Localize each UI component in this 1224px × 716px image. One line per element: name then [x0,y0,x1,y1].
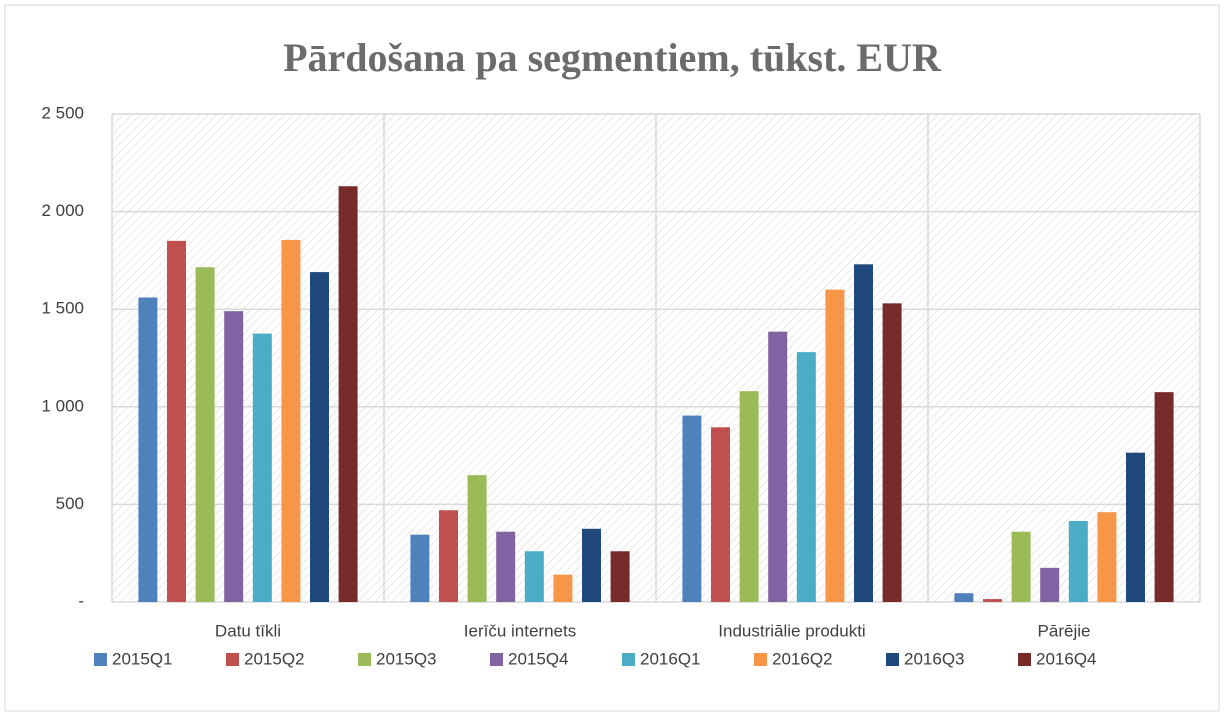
bar [1154,392,1174,602]
y-tick-label: 1 000 [41,396,84,415]
y-tick-label: 500 [56,494,84,513]
bar [825,289,845,602]
legend-label: 2015Q1 [112,649,173,668]
y-tick-label: 1 500 [41,299,84,318]
y-tick-label: - [78,591,84,610]
bar [610,551,630,602]
legend-swatch [754,653,767,666]
legend-swatch [226,653,239,666]
legend-label: 2015Q2 [244,649,305,668]
bar [138,297,158,602]
bar [553,574,573,602]
bar [582,528,601,602]
bar [338,186,358,602]
legend-label: 2015Q3 [376,649,437,668]
bar [1040,567,1060,602]
bar [252,333,272,602]
legend-swatch [358,653,371,666]
x-tick-label: Industriālie produkti [718,621,865,640]
legend-label: 2016Q3 [904,649,965,668]
bar [410,534,430,602]
bar [310,272,329,602]
bar [496,531,516,602]
bar [796,352,816,602]
x-tick-label: Ierīču internets [464,621,576,640]
bar [1126,452,1145,602]
bar [711,427,730,602]
bar [524,551,544,602]
x-tick-label: Datu tīkli [215,621,281,640]
bar [1011,531,1031,602]
bar [439,510,458,602]
legend-swatch [1018,653,1031,666]
legend-label: 2016Q2 [772,649,833,668]
bar [882,303,902,602]
bar [739,391,759,602]
legend-swatch [94,653,107,666]
y-tick-label: 2 500 [41,103,84,122]
bar [854,264,873,602]
bar [195,267,215,602]
chart-title: Pārdošana pa segmentiem, tūkst. EUR [283,35,942,80]
legend-swatch [490,653,503,666]
x-tick-label: Pārējie [1038,621,1091,640]
bar [682,415,702,602]
legend-swatch [622,653,635,666]
legend-swatch [886,653,899,666]
bar [224,311,244,602]
legend-label: 2015Q4 [508,649,569,668]
y-tick-label: 2 000 [41,201,84,220]
bar [768,331,788,602]
legend-label: 2016Q4 [1036,649,1097,668]
bar [167,240,186,602]
bar [1097,512,1117,602]
bar [983,599,1002,602]
bar [467,475,487,602]
bar [1068,520,1088,602]
bar [281,239,301,603]
legend-label: 2016Q1 [640,649,701,668]
bar [954,593,974,602]
